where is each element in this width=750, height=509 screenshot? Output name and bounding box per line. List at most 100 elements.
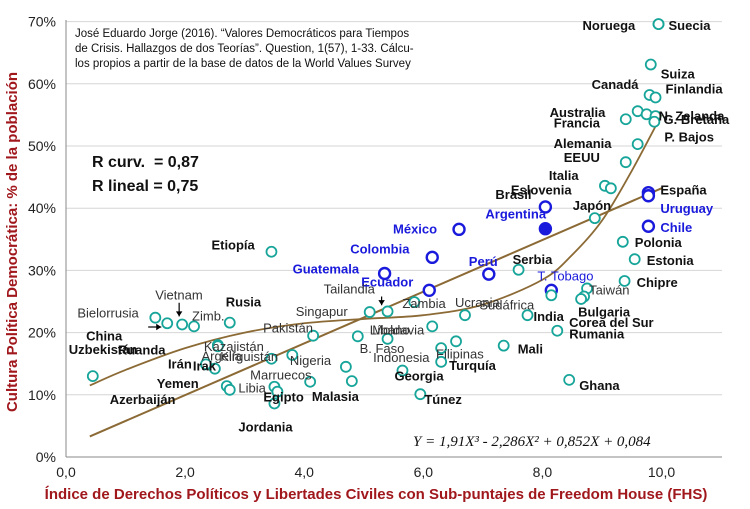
label-ecuador: Ecuador: [361, 274, 413, 289]
point-china: [176, 318, 189, 331]
point-rumania: [551, 324, 564, 337]
label-guatemala: Guatemala: [293, 262, 360, 277]
correlation-stats: R curv. = 0,87 R lineal = 0,75: [92, 154, 199, 195]
point-b-faso: [381, 332, 394, 345]
point-zambia: [408, 296, 421, 309]
y-tick-label: 30%: [28, 262, 56, 278]
point-libano: [351, 330, 364, 343]
label-corea-del-sur: Corea del Sur: [569, 315, 654, 330]
label-bielorrusia: Bielorrusia: [77, 306, 139, 321]
point-ruanda: [211, 340, 224, 353]
y-tick-label: 60%: [28, 76, 56, 92]
point-azerbaijan: [223, 383, 236, 396]
source-note: José Eduardo Jorge (2016). “Valores Demo…: [75, 28, 414, 70]
y-tick-label: 40%: [28, 200, 56, 216]
label-pakistan: Pakistán: [263, 321, 313, 336]
point-zimb: [188, 320, 200, 333]
point-alemania: [631, 138, 644, 151]
x-tick-label: 4,0: [294, 464, 314, 480]
point-guatemala: [377, 266, 392, 281]
label-suecia: Suecia: [669, 18, 712, 33]
point-nigeria: [339, 360, 352, 373]
label-uruguay: Uruguay: [660, 201, 714, 216]
label-libano: Líbano: [370, 322, 410, 337]
point-bielorrusia: [149, 311, 162, 324]
label-suiza: Suiza: [661, 67, 696, 82]
china-arrow: [148, 323, 162, 331]
label-noruega: Noruega: [583, 18, 637, 33]
y-tick-label: 20%: [28, 325, 56, 341]
point-vietnam: [161, 317, 174, 330]
point-serbia: [512, 263, 525, 276]
point-corea-del-sur: [575, 293, 588, 305]
label-tailandia: Tailandia: [324, 281, 376, 296]
r-curvilinear: R curv. = 0,87: [92, 154, 199, 171]
point-suiza: [644, 58, 657, 71]
point-georgia: [396, 364, 409, 377]
label-marruecos: Marruecos: [250, 368, 312, 383]
source-line-1: José Eduardo Jorge (2016). “Valores Demo…: [75, 28, 409, 40]
label-chipre: Chipre: [637, 275, 678, 290]
label-ucrania: Ucrania: [455, 295, 501, 310]
label-kirguistan: Kirguistán: [220, 349, 278, 364]
label-serbia: Serbia: [513, 252, 554, 267]
label-rusia: Rusia: [226, 295, 262, 310]
label-irak: Irak: [193, 359, 217, 374]
label-colombia: Colombia: [350, 241, 410, 256]
label-kazajistan: Kazajistán: [204, 339, 264, 354]
label-tunez: Túnez: [424, 392, 462, 407]
x-tick-label: 2,0: [175, 464, 195, 480]
label-chile: Chile: [660, 220, 692, 235]
label-indonesia: Indonesia: [373, 350, 430, 365]
point-filipinas: [450, 335, 462, 348]
label-finlandia: Finlandia: [666, 81, 724, 96]
r-linear: R lineal = 0,75: [92, 178, 198, 195]
label-uzbekistan: Uzbekistán: [69, 342, 138, 357]
x-tick-label: 6,0: [414, 464, 434, 480]
point-finlandia: [649, 91, 662, 104]
label-estonia: Estonia: [647, 253, 695, 268]
label-eslovenia: Eslovenia: [511, 182, 572, 197]
label-argelia: Argelia: [201, 349, 242, 364]
label-eeuu: EEUU: [564, 150, 600, 165]
label-g-bretana: G. Bretaña: [664, 112, 731, 127]
axes: [65, 20, 722, 458]
label-n-zelanda: N. Zelanda: [659, 108, 726, 123]
source-line-3: los propios a partir de la base de datos…: [75, 58, 411, 70]
x-tick-labels: 0,0 2,0 4,0 6,0 8,0 10,0: [56, 464, 675, 480]
y-tick-labels: 0% 10% 20% 30% 40% 50% 60% 70%: [28, 14, 56, 465]
label-zimb: Zimb.: [192, 308, 225, 323]
point-malasia: [345, 375, 358, 388]
data-points: [86, 18, 665, 410]
point-irak: [208, 362, 221, 375]
label-japon: Japón: [573, 198, 611, 213]
point-suecia: [652, 18, 665, 30]
point-tailandia: [381, 305, 394, 318]
point-india: [521, 309, 534, 322]
point-uzbekistan: [86, 370, 99, 383]
label-turquia: Turquía: [449, 358, 496, 373]
point-estonia: [628, 253, 641, 266]
point-rusia: [223, 316, 236, 329]
point-peru: [482, 267, 496, 281]
point-labels: Noruega Suecia Suiza Canadá Finlandia Austral…: [69, 18, 730, 434]
label-b-faso: B. Faso: [360, 341, 405, 356]
label-mali: Mali: [518, 342, 543, 357]
regression-equation: Y = 1,91X³ - 2,286X² + 0,852X + 0,084: [413, 434, 651, 450]
y-tick-label: 50%: [28, 138, 56, 154]
point-pakistan: [307, 329, 320, 342]
label-vietnam: Vietnam: [155, 287, 202, 302]
point-moldavia: [426, 320, 439, 333]
point-polonia: [616, 235, 629, 248]
point-ghana: [563, 373, 576, 386]
point-kirguistan: [286, 349, 299, 361]
cubic-fit-curve: [89, 114, 663, 387]
linear-fit-line: [89, 187, 662, 438]
point-mali: [497, 339, 510, 352]
point-marruecos: [304, 375, 317, 388]
label-t-tobago: T. Tobago: [537, 268, 593, 283]
point-sudafrica: [545, 289, 558, 302]
label-alemania: Alemania: [554, 136, 613, 151]
y-tick-label: 10%: [28, 387, 56, 403]
